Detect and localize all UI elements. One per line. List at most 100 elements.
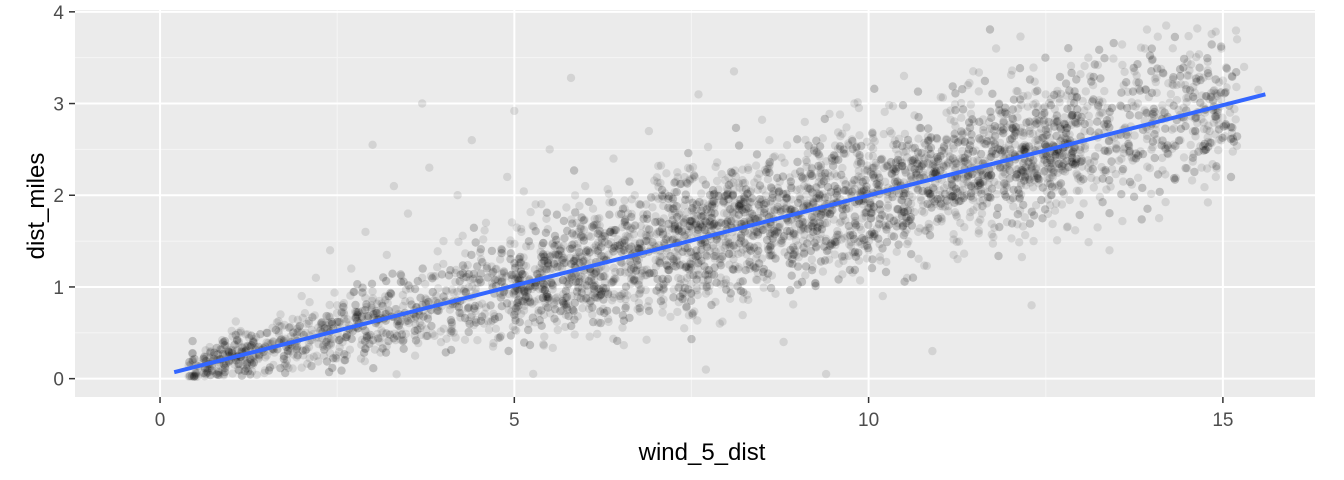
scatter-point bbox=[605, 198, 614, 207]
scatter-point bbox=[1141, 85, 1151, 94]
scatter-point bbox=[1176, 72, 1185, 81]
scatter-point bbox=[704, 287, 713, 296]
scatter-point bbox=[642, 335, 651, 344]
scatter-point bbox=[1046, 190, 1056, 200]
scatter-point bbox=[1148, 137, 1158, 146]
scatter-point bbox=[831, 155, 840, 164]
scatter-point bbox=[1153, 32, 1163, 41]
scatter-point bbox=[1216, 95, 1226, 104]
scatter-point bbox=[1013, 170, 1022, 179]
scatter-point bbox=[1023, 102, 1032, 111]
scatter-point bbox=[1046, 101, 1056, 110]
scatter-point bbox=[1130, 67, 1139, 76]
scatter-point bbox=[1073, 119, 1083, 128]
scatter-point bbox=[419, 312, 428, 321]
scatter-point bbox=[1040, 205, 1050, 214]
scatter-point bbox=[452, 301, 462, 311]
scatter-point bbox=[902, 225, 911, 234]
scatter-point bbox=[683, 163, 693, 173]
scatter-point bbox=[1034, 115, 1043, 124]
scatter-point bbox=[908, 273, 918, 282]
scatter-point bbox=[1061, 133, 1070, 143]
scatter-point bbox=[997, 108, 1007, 117]
scatter-point bbox=[893, 219, 903, 228]
scatter-point bbox=[231, 330, 240, 340]
scatter-point bbox=[713, 191, 723, 200]
scatter-point bbox=[685, 175, 694, 184]
scatter-point bbox=[1052, 131, 1061, 141]
scatter-point bbox=[958, 105, 968, 114]
scatter-point bbox=[361, 344, 370, 353]
scatter-point bbox=[1134, 78, 1144, 87]
scatter-point bbox=[1006, 120, 1015, 129]
scatter-point bbox=[568, 219, 577, 228]
scatter-point bbox=[654, 283, 664, 292]
scatter-point bbox=[1123, 87, 1133, 97]
scatter-point bbox=[809, 146, 819, 155]
scatter-point bbox=[879, 220, 888, 230]
scatter-point bbox=[543, 294, 552, 303]
scatter-point bbox=[574, 272, 583, 281]
scatter-point bbox=[956, 218, 965, 228]
scatter-point bbox=[1120, 67, 1129, 77]
scatter-point bbox=[318, 320, 327, 330]
scatter-point bbox=[648, 203, 657, 212]
scatter-point bbox=[951, 106, 960, 115]
scatter-point bbox=[609, 334, 618, 343]
scatter-point bbox=[360, 337, 370, 346]
scatter-point bbox=[755, 181, 765, 190]
scatter-point bbox=[974, 226, 984, 235]
scatter-point bbox=[655, 258, 665, 268]
scatter-point bbox=[967, 170, 976, 179]
scatter-point bbox=[974, 157, 983, 166]
scatter-point bbox=[764, 245, 773, 254]
scatter-point bbox=[740, 208, 749, 217]
scatter-point bbox=[705, 190, 715, 200]
scatter-point bbox=[819, 177, 828, 186]
scatter-point bbox=[868, 151, 877, 161]
scatter-point bbox=[1152, 135, 1161, 144]
scatter-point bbox=[813, 224, 822, 233]
scatter-point bbox=[816, 163, 826, 172]
scatter-point bbox=[728, 264, 737, 274]
scatter-point bbox=[823, 182, 833, 192]
scatter-point bbox=[755, 195, 764, 204]
scatter-point bbox=[673, 307, 682, 317]
scatter-point bbox=[676, 261, 685, 270]
scatter-point bbox=[361, 326, 370, 335]
scatter-point bbox=[1057, 165, 1066, 174]
scatter-point bbox=[336, 334, 346, 343]
scatter-point bbox=[337, 366, 346, 375]
scatter-point bbox=[1020, 230, 1030, 240]
scatter-point bbox=[497, 277, 507, 287]
scatter-point bbox=[1019, 200, 1028, 210]
scatter-point bbox=[987, 152, 996, 161]
scatter-point bbox=[896, 156, 905, 165]
scatter-point bbox=[212, 343, 221, 353]
scatter-point bbox=[279, 354, 288, 364]
scatter-point bbox=[704, 270, 713, 279]
scatter-point bbox=[431, 272, 440, 281]
scatter-point bbox=[1067, 151, 1076, 160]
scatter-point bbox=[728, 191, 737, 201]
scatter-point bbox=[1032, 170, 1042, 179]
scatter-point bbox=[988, 89, 997, 99]
scatter-point bbox=[337, 308, 346, 317]
scatter-point bbox=[589, 317, 598, 327]
scatter-point bbox=[382, 309, 391, 318]
scatter-point bbox=[286, 347, 295, 356]
scatter-point bbox=[766, 246, 775, 255]
scatter-point bbox=[421, 294, 430, 303]
scatter-point bbox=[825, 209, 835, 218]
scatter-point bbox=[349, 288, 358, 297]
scatter-point bbox=[1190, 126, 1200, 136]
scatter-point bbox=[411, 336, 421, 345]
scatter-point bbox=[506, 249, 515, 258]
scatter-point bbox=[917, 148, 926, 158]
scatter-point bbox=[632, 265, 641, 275]
scatter-point bbox=[724, 202, 733, 211]
scatter-point bbox=[1164, 150, 1173, 159]
scatter-point bbox=[1019, 176, 1029, 185]
scatter-point bbox=[1172, 95, 1182, 105]
scatter-point bbox=[978, 201, 987, 211]
